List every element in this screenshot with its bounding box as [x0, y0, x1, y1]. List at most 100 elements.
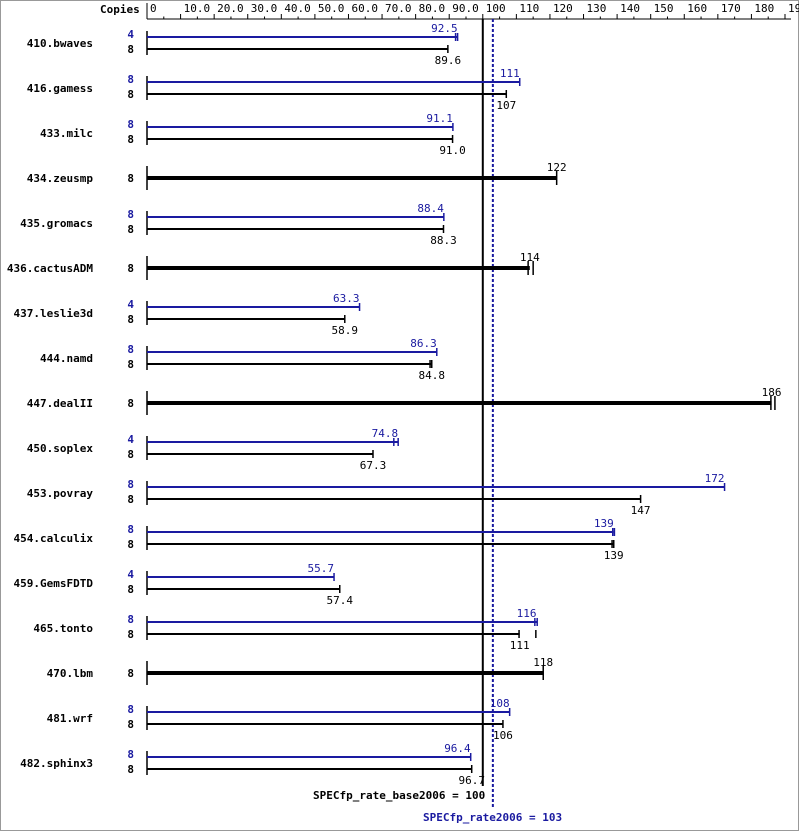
peak-value-label: 172 — [705, 472, 725, 485]
peak-value-label: 91.1 — [426, 112, 453, 125]
base-value-label: 57.4 — [326, 594, 353, 607]
peak-copies: 8 — [127, 73, 134, 86]
benchmark-name: 435.gromacs — [20, 217, 93, 230]
benchmark-name: 454.calculix — [14, 532, 94, 545]
x-tick-label: 150 — [654, 2, 674, 15]
peak-value-label: 55.7 — [308, 562, 335, 575]
peak-value-label: 116 — [517, 607, 537, 620]
peak-value-label: 63.3 — [333, 292, 360, 305]
x-tick-label: 40.0 — [284, 2, 311, 15]
peak-value-label: 88.4 — [417, 202, 444, 215]
base-value-label: 111 — [510, 639, 530, 652]
peak-copies: 8 — [127, 523, 134, 536]
peak-copies: 8 — [127, 343, 134, 356]
benchmark-name: 470.lbm — [47, 667, 94, 680]
x-tick-label: 30.0 — [251, 2, 278, 15]
x-tick-label: 160 — [687, 2, 707, 15]
base-copies: 8 — [127, 628, 134, 641]
benchmark-name: 437.leslie3d — [14, 307, 93, 320]
base-copies: 8 — [127, 538, 134, 551]
benchmark-name: 453.povray — [27, 487, 94, 500]
benchmark-name: 436.cactusADM — [7, 262, 93, 275]
peak-value-label: 92.5 — [431, 22, 458, 35]
base-copies: 8 — [127, 763, 134, 776]
peak-value-label: 74.8 — [372, 427, 399, 440]
peak-copies: 8 — [127, 208, 134, 221]
base-value-label: 84.8 — [418, 369, 445, 382]
benchmark-name: 481.wrf — [47, 712, 93, 725]
benchmark-name: 433.milc — [40, 127, 93, 140]
x-tick-label: 110 — [519, 2, 539, 15]
base-value-label: 106 — [493, 729, 513, 742]
x-tick-label: 50.0 — [318, 2, 345, 15]
base-copies: 8 — [127, 397, 134, 410]
x-tick-label: 0 — [150, 2, 157, 15]
copies-header: Copies — [100, 3, 140, 16]
x-tick-label: 20.0 — [217, 2, 244, 15]
base-copies: 8 — [127, 88, 134, 101]
peak-copies: 8 — [127, 703, 134, 716]
base-value-label: 96.7 — [458, 774, 485, 787]
base-value-label: 58.9 — [332, 324, 359, 337]
base-value-label: 118 — [533, 656, 553, 669]
peak-value-label: 86.3 — [410, 337, 437, 350]
base-copies: 8 — [127, 223, 134, 236]
peak-value-label: 108 — [490, 697, 510, 710]
x-tick-label: 140 — [620, 2, 640, 15]
peak-value-label: 111 — [500, 67, 520, 80]
base-copies: 8 — [127, 667, 134, 680]
base-value-label: 186 — [762, 386, 782, 399]
base-copies: 8 — [127, 43, 134, 56]
benchmark-name: 410.bwaves — [27, 37, 93, 50]
x-tick-label: 190 — [788, 2, 799, 15]
benchmark-name: 447.dealII — [27, 397, 93, 410]
x-tick-label: 10.0 — [184, 2, 211, 15]
benchmark-name: 416.gamess — [27, 82, 93, 95]
x-tick-label: 60.0 — [351, 2, 378, 15]
peak-copies: 4 — [127, 433, 134, 446]
base-value-label: 89.6 — [435, 54, 462, 67]
base-value-label: 147 — [631, 504, 651, 517]
base-reference-label: SPECfp_rate_base2006 = 100 — [313, 789, 485, 802]
base-copies: 8 — [127, 718, 134, 731]
benchmark-name: 450.soplex — [27, 442, 94, 455]
peak-copies: 8 — [127, 118, 134, 131]
base-value-label: 114 — [520, 251, 540, 264]
x-tick-label: 80.0 — [419, 2, 446, 15]
x-tick-label: 90.0 — [452, 2, 479, 15]
x-tick-label: 180 — [754, 2, 774, 15]
x-tick-label: 120 — [553, 2, 573, 15]
x-tick-label: 130 — [587, 2, 607, 15]
peak-copies: 8 — [127, 478, 134, 491]
x-tick-label: 170 — [721, 2, 741, 15]
base-value-label: 107 — [496, 99, 516, 112]
base-copies: 8 — [127, 313, 134, 326]
peak-value-label: 96.4 — [444, 742, 471, 755]
peak-reference-label: SPECfp_rate2006 = 103 — [423, 811, 562, 824]
peak-value-label: 139 — [594, 517, 614, 530]
base-copies: 8 — [127, 493, 134, 506]
peak-copies: 4 — [127, 28, 134, 41]
base-value-label: 122 — [547, 161, 567, 174]
benchmark-name: 465.tonto — [33, 622, 93, 635]
base-copies: 8 — [127, 358, 134, 371]
base-copies: 8 — [127, 172, 134, 185]
base-copies: 8 — [127, 583, 134, 596]
base-value-label: 88.3 — [430, 234, 457, 247]
peak-copies: 4 — [127, 298, 134, 311]
base-value-label: 91.0 — [439, 144, 466, 157]
base-value-label: 139 — [604, 549, 624, 562]
benchmark-name: 434.zeusmp — [27, 172, 94, 185]
peak-copies: 8 — [127, 748, 134, 761]
x-tick-label: 100 — [486, 2, 506, 15]
base-copies: 8 — [127, 262, 134, 275]
base-copies: 8 — [127, 448, 134, 461]
benchmark-name: 459.GemsFDTD — [14, 577, 94, 590]
peak-copies: 8 — [127, 613, 134, 626]
base-copies: 8 — [127, 133, 134, 146]
x-tick-label: 70.0 — [385, 2, 412, 15]
peak-copies: 4 — [127, 568, 134, 581]
base-value-label: 67.3 — [360, 459, 387, 472]
benchmark-name: 444.namd — [40, 352, 93, 365]
